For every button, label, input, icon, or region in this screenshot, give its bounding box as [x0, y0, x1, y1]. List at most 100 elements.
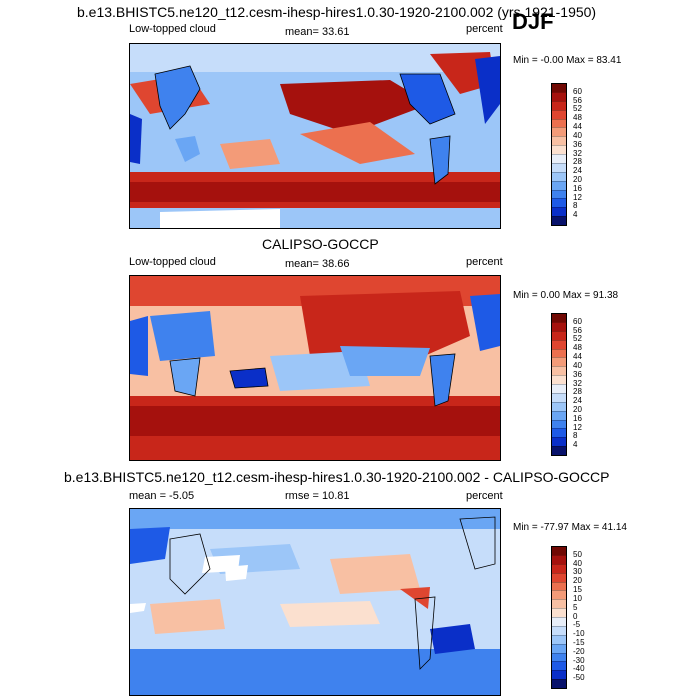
coastline — [169, 353, 456, 407]
colorbar-level-label: 10 — [573, 593, 582, 603]
map-region — [430, 354, 455, 406]
colorbar-level-label: -15 — [573, 637, 585, 647]
missing-data — [250, 212, 272, 222]
colorbar-level-label: 20 — [573, 576, 582, 586]
colorbar-level-label: 0 — [573, 611, 578, 621]
panel3-mean: mean = -5.05 — [129, 490, 195, 502]
map-region — [475, 56, 500, 124]
colorbar-level-label: -10 — [573, 629, 585, 639]
colorbar-level-label: 44 — [573, 122, 582, 132]
panel3-colorbar — [551, 546, 567, 689]
panel1-colorbar-labels: 60 56 52 48 44 40 36 32 28 24 20 16 12 8 4 — [573, 83, 603, 224]
panel2-left-label: Low-topped cloud — [129, 256, 216, 268]
colorbar-swatch — [552, 216, 566, 225]
panel1-title: b.e13.BHISTC5.ne120_t12.cesm-ihesp-hires… — [77, 4, 597, 20]
colorbar-level-label: 40 — [573, 130, 582, 140]
colorbar-swatch — [552, 357, 566, 367]
colorbar-swatch — [552, 590, 566, 600]
colorbar-swatch — [552, 330, 566, 340]
map-region — [300, 122, 415, 164]
coastline — [154, 65, 456, 185]
colorbar-swatch — [552, 661, 566, 671]
map-region — [130, 316, 148, 376]
colorbar-level-label: 52 — [573, 334, 582, 344]
colorbar-level-label: -20 — [573, 646, 585, 656]
coastline — [169, 516, 496, 670]
colorbar-level-label: 52 — [573, 104, 582, 114]
colorbar-level-label: 50 — [573, 549, 582, 559]
colorbar-level-label: 30 — [573, 567, 582, 577]
colorbar-level-label: 28 — [573, 387, 582, 397]
panel3-title: b.e13.BHISTC5.ne120_t12.cesm-ihesp-hires… — [64, 469, 610, 485]
colorbar-swatch — [552, 375, 566, 384]
colorbar-level-label: 12 — [573, 192, 582, 202]
panel1-units: percent — [466, 23, 503, 35]
panel3-minmax: Min = -77.97 Max = 41.14 — [513, 522, 627, 533]
panel1-mean: mean= 33.61 — [285, 26, 350, 38]
colorbar-swatch — [552, 652, 566, 662]
map-region — [340, 346, 430, 376]
colorbar-level-label: 48 — [573, 113, 582, 123]
colorbar-swatch — [552, 617, 566, 626]
colorbar-swatch — [552, 100, 566, 110]
panel1-colorbar — [551, 83, 567, 226]
colorbar-swatch — [552, 446, 566, 455]
panel2-mean: mean= 38.66 — [285, 258, 350, 270]
missing-data — [160, 209, 280, 228]
colorbar-swatch — [552, 348, 566, 358]
colorbar-level-label: 24 — [573, 396, 582, 406]
colorbar-level-label: 5 — [573, 602, 578, 612]
colorbar-level-label: 8 — [573, 431, 578, 441]
map-region — [330, 554, 420, 594]
colorbar-level-label: 60 — [573, 86, 582, 96]
missing-data — [225, 565, 248, 581]
colorbar-swatch — [552, 410, 566, 420]
colorbar-level-label: 4 — [573, 210, 578, 220]
colorbar-swatch — [552, 634, 566, 644]
panel2-colorbar — [551, 313, 567, 456]
map-region — [150, 599, 225, 634]
colorbar-swatch — [552, 419, 566, 429]
colorbar-level-label: 16 — [573, 183, 582, 193]
panel2-title: CALIPSO-GOCCP — [262, 236, 379, 252]
colorbar-level-label: 24 — [573, 166, 582, 176]
colorbar-swatch — [552, 599, 566, 609]
panel1-map-svg — [130, 44, 500, 228]
colorbar-level-label: 36 — [573, 139, 582, 149]
panel3-colorbar-labels: 50 40 30 20 15 10 5 0 -5 -10 -15 -20 -30 -40 -50 — [573, 546, 603, 687]
panel3-map-svg — [130, 509, 500, 695]
colorbar-level-label: 16 — [573, 413, 582, 423]
panel3-units: percent — [466, 490, 503, 502]
map-region — [130, 182, 500, 202]
colorbar-swatch — [552, 84, 566, 92]
season-label: DJF — [512, 9, 554, 34]
panel1-minmax: Min = -0.00 Max = 83.41 — [513, 55, 622, 66]
panel1-left-label: Low-topped cloud — [129, 23, 216, 35]
colorbar-level-label: 32 — [573, 148, 582, 158]
colorbar-level-label: 8 — [573, 201, 578, 211]
colorbar-level-label: 60 — [573, 316, 582, 326]
map-region — [155, 66, 200, 129]
colorbar-swatch — [552, 366, 566, 376]
colorbar-level-label: 56 — [573, 325, 582, 335]
colorbar-level-label: 56 — [573, 95, 582, 105]
map-region — [230, 368, 268, 388]
map-region — [175, 136, 200, 162]
colorbar-level-label: 44 — [573, 352, 582, 362]
colorbar-swatch — [552, 339, 566, 349]
colorbar-level-label: 20 — [573, 174, 582, 184]
colorbar-level-label: 40 — [573, 360, 582, 370]
panel3-rmse: rmse = 10.81 — [285, 490, 350, 502]
colorbar-swatch — [552, 572, 566, 582]
colorbar-swatch — [552, 563, 566, 573]
panel2-units: percent — [466, 256, 503, 268]
colorbar-level-label: -50 — [573, 673, 585, 683]
colorbar-level-label: -30 — [573, 655, 585, 665]
map-region — [130, 406, 500, 436]
colorbar-level-label: 12 — [573, 422, 582, 432]
colorbar-swatch — [552, 162, 566, 172]
colorbar-swatch — [552, 314, 566, 322]
map-region — [430, 624, 475, 654]
missing-data — [130, 603, 146, 613]
colorbar-swatch — [552, 189, 566, 199]
